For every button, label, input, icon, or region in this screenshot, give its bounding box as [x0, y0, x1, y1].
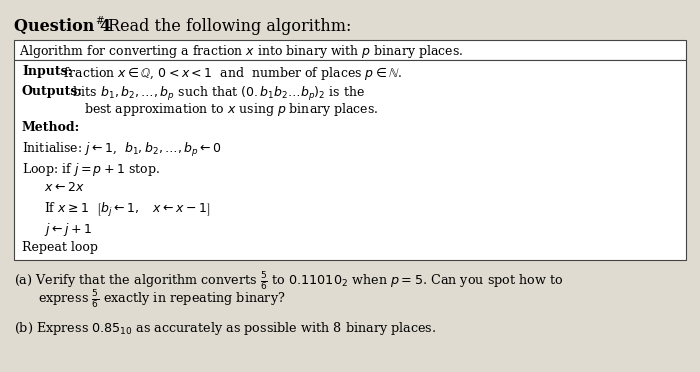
Text: (b) Express $0.85_{10}$ as accurately as possible with 8 binary places.: (b) Express $0.85_{10}$ as accurately as…: [14, 320, 436, 337]
Text: (a) Verify that the algorithm converts $\frac{5}{6}$ to $0.11010_2$ when $p = 5$: (a) Verify that the algorithm converts $…: [14, 270, 564, 292]
Text: Outputs:: Outputs:: [22, 85, 83, 98]
Text: Method:: Method:: [22, 121, 80, 134]
Text: best approximation to $x$ using $p$ binary places.: best approximation to $x$ using $p$ bina…: [84, 101, 379, 118]
Text: $j \leftarrow j + 1$: $j \leftarrow j + 1$: [44, 221, 92, 238]
Bar: [14, 40, 686, 60]
Text: Repeat loop: Repeat loop: [22, 241, 98, 254]
Text: fraction $x \in \mathbb{Q}$, $0 < x < 1$  and  number of places $p \in \mathbb{N: fraction $x \in \mathbb{Q}$, $0 < x < 1$…: [60, 65, 402, 82]
Text: If $x \geq 1$  $\left[ b_j \leftarrow 1, \quad x \leftarrow x - 1 \right]$: If $x \geq 1$ $\left[ b_j \leftarrow 1, …: [44, 201, 210, 219]
Text: Question 4: Question 4: [14, 18, 111, 35]
Text: $^{\#}$: $^{\#}$: [95, 18, 105, 32]
Text: Initialise: $j \leftarrow 1$,  $b_1, b_2, \ldots, b_p \leftarrow 0$: Initialise: $j \leftarrow 1$, $b_1, b_2,…: [22, 141, 222, 159]
Text: Read the following algorithm:: Read the following algorithm:: [108, 18, 351, 35]
Text: $x \leftarrow 2x$: $x \leftarrow 2x$: [44, 181, 85, 194]
Text: bits $b_1, b_2, \ldots, b_p$ such that $(0.b_1b_2 \ldots b_p)_2$ is the: bits $b_1, b_2, \ldots, b_p$ such that $…: [69, 85, 365, 103]
Text: Algorithm for converting a fraction $x$ into binary with $p$ binary places.: Algorithm for converting a fraction $x$ …: [19, 43, 463, 60]
Text: express $\frac{5}{6}$ exactly in repeating binary?: express $\frac{5}{6}$ exactly in repeati…: [38, 288, 286, 310]
Text: Inputs:: Inputs:: [22, 65, 72, 78]
Text: Loop: if $j = p + 1$ stop.: Loop: if $j = p + 1$ stop.: [22, 161, 160, 178]
Bar: [14, 60, 686, 260]
